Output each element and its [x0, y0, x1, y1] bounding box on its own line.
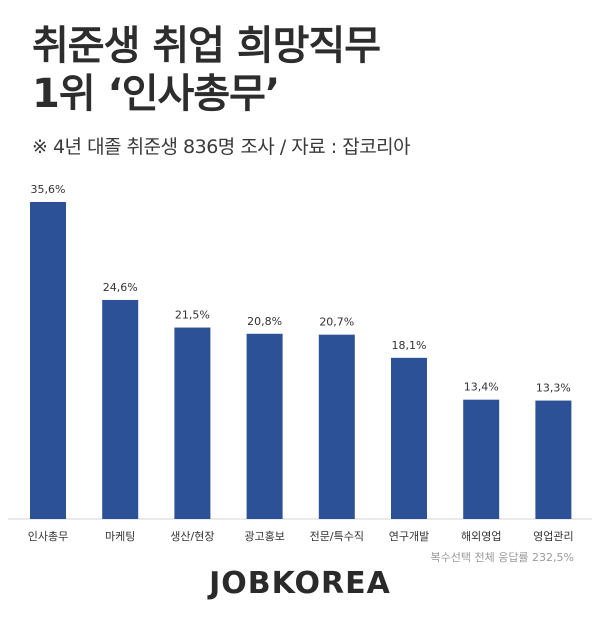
- category-label-4: 전문/특수직: [310, 530, 364, 543]
- chart-subtitle: ※ 4년 대졸 취준생 836명 조사 / 자료 : 잡코리아: [32, 136, 411, 158]
- category-label-2: 생산/현장: [170, 530, 214, 543]
- bar-3: [246, 333, 283, 519]
- value-label-0: 35,6%: [31, 183, 66, 196]
- category-label-1: 마케팅: [105, 530, 135, 543]
- value-label-6: 13,4%: [464, 381, 499, 394]
- value-label-7: 13,3%: [536, 382, 571, 395]
- category-label-5: 연구개발: [389, 530, 429, 543]
- category-label-6: 해외영업: [461, 529, 501, 543]
- bar-5: [391, 357, 427, 519]
- title-line-2: 1위 ‘인사총무’: [32, 71, 280, 117]
- category-label-3: 광고홍보: [244, 529, 284, 543]
- value-label-2: 21,5%: [175, 309, 210, 322]
- bar-7: [535, 400, 572, 519]
- value-label-3: 20,8%: [247, 315, 282, 328]
- bar-4: [318, 334, 355, 519]
- bar-0: [30, 202, 66, 519]
- value-label-5: 18,1%: [392, 339, 427, 352]
- jobkorea-logo: JOBKOREA: [209, 566, 391, 601]
- value-label-4: 20,7%: [319, 316, 354, 329]
- bar-1: [102, 299, 139, 519]
- chart-title: 취준생 취업 희망직무 1위 ‘인사총무’: [32, 22, 381, 118]
- footnote: 복수선택 전체 응답률 232,5%: [430, 551, 574, 564]
- bar-6: [463, 399, 500, 519]
- title-line-1: 취준생 취업 희망직무: [32, 23, 381, 69]
- category-label-7: 영업관리: [533, 530, 573, 543]
- value-label-1: 24,6%: [103, 281, 138, 294]
- bar-2: [174, 327, 211, 519]
- category-label-0: 인사총무: [28, 530, 68, 543]
